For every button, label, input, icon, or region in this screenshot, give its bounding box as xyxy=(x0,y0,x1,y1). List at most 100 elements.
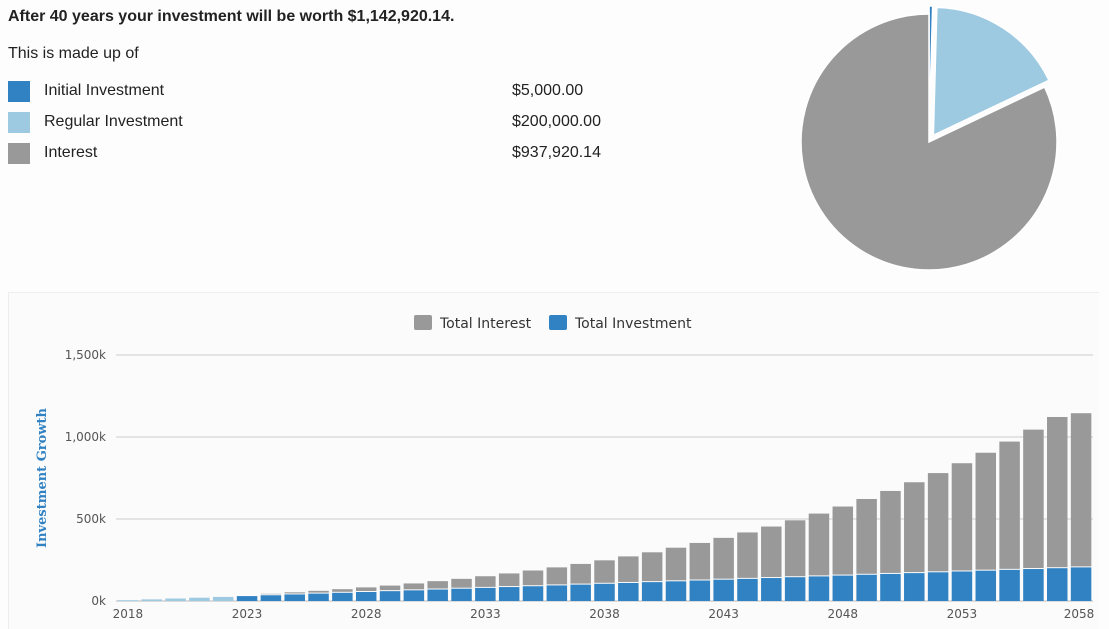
x-tick-label: 2053 xyxy=(947,607,978,621)
bar-total-investment xyxy=(427,590,447,601)
breakdown-row-regular: Regular Investment $200,000.00 xyxy=(8,111,648,134)
bar-total-investment xyxy=(618,583,638,601)
bar-total-investment xyxy=(308,594,328,601)
bar-total-investment xyxy=(737,579,757,601)
bar-total-investment xyxy=(594,584,614,601)
bar-total-investment xyxy=(809,576,829,601)
bar-total-interest xyxy=(570,564,590,584)
bar-total-investment xyxy=(856,575,876,601)
bar-total-investment xyxy=(499,587,519,601)
summary-headline: After 40 years your investment will be w… xyxy=(8,8,454,26)
bar-total-interest xyxy=(999,442,1019,569)
bar-total-interest xyxy=(952,463,972,570)
bar-total-interest xyxy=(666,548,686,581)
bar-total-interest xyxy=(499,573,519,586)
interest-label: Interest xyxy=(44,144,97,162)
bar-total-investment xyxy=(785,577,805,601)
bar-total-interest xyxy=(594,560,614,582)
bar-total-interest xyxy=(880,491,900,573)
bar-total-interest xyxy=(475,576,495,587)
bar-total-investment xyxy=(666,581,686,601)
bar-total-investment xyxy=(928,572,948,601)
legend-swatch xyxy=(549,315,567,330)
bar-total-investment xyxy=(189,598,209,601)
bar-total-interest xyxy=(737,532,757,577)
bar-total-interest xyxy=(1047,417,1067,567)
bar-total-interest xyxy=(785,520,805,576)
bar-total-investment xyxy=(213,597,233,601)
legend-item-total-interest[interactable]: Total Interest xyxy=(414,315,532,332)
initial-investment-swatch xyxy=(8,81,30,102)
bar-total-investment xyxy=(404,590,424,601)
bar-total-interest xyxy=(1071,413,1091,566)
bar-total-interest xyxy=(380,586,400,591)
legend-label: Total Interest xyxy=(439,316,532,332)
bar-total-investment xyxy=(451,589,471,601)
bar-total-investment xyxy=(380,591,400,601)
bar-total-interest xyxy=(761,527,781,577)
bar-total-interest xyxy=(809,514,829,576)
bar-total-investment xyxy=(1047,568,1067,601)
legend-item-total-investment[interactable]: Total Investment xyxy=(549,315,692,332)
x-tick-label: 2058 xyxy=(1064,607,1095,621)
bar-total-interest xyxy=(523,570,543,585)
interest-swatch xyxy=(8,143,30,164)
bar-total-interest xyxy=(284,592,304,593)
regular-investment-value: $200,000.00 xyxy=(512,113,601,131)
bar-total-investment xyxy=(261,595,281,601)
initial-investment-label: Initial Investment xyxy=(44,82,164,100)
bar-total-interest xyxy=(713,538,733,579)
bar-total-interest xyxy=(928,473,948,571)
bar-total-investment xyxy=(141,599,161,601)
bar-total-investment xyxy=(475,588,495,601)
bar-total-interest xyxy=(976,453,996,570)
x-tick-label: 2048 xyxy=(828,607,859,621)
x-tick-label: 2023 xyxy=(232,607,263,621)
legend-label: Total Investment xyxy=(574,316,692,332)
breakdown-row-initial: Initial Investment $5,000.00 xyxy=(8,80,648,103)
bar-total-investment xyxy=(999,570,1019,601)
bar-total-investment xyxy=(570,585,590,601)
bar-total-interest xyxy=(451,579,471,588)
bar-total-investment xyxy=(237,596,257,601)
breakdown-pie-chart xyxy=(790,0,1090,285)
bar-total-interest xyxy=(332,589,352,592)
y-tick-label: 0k xyxy=(91,594,106,608)
summary-subline: This is made up of xyxy=(8,45,139,63)
bar-total-interest xyxy=(690,543,710,580)
regular-investment-label: Regular Investment xyxy=(44,113,183,131)
bar-total-investment xyxy=(1023,569,1043,601)
bar-total-investment xyxy=(952,571,972,601)
initial-investment-value: $5,000.00 xyxy=(512,82,583,100)
bar-total-investment xyxy=(284,594,304,601)
bar-total-investment xyxy=(1071,567,1091,601)
bar-total-interest xyxy=(856,499,876,574)
bar-total-interest xyxy=(1023,430,1043,568)
interest-value: $937,920.14 xyxy=(512,144,601,162)
bar-total-interest xyxy=(308,591,328,593)
x-tick-label: 2018 xyxy=(113,607,144,621)
bar-total-interest xyxy=(904,482,924,572)
x-tick-label: 2028 xyxy=(351,607,382,621)
x-tick-label: 2043 xyxy=(708,607,739,621)
bar-total-investment xyxy=(118,600,138,601)
bar-total-investment xyxy=(547,585,567,601)
bar-total-investment xyxy=(833,576,853,601)
bar-total-interest xyxy=(642,552,662,581)
bar-total-investment xyxy=(523,586,543,601)
bar-total-investment xyxy=(976,571,996,601)
bar-total-investment xyxy=(713,580,733,601)
y-tick-label: 1,500k xyxy=(65,348,106,362)
bar-total-investment xyxy=(165,599,185,601)
bar-total-investment xyxy=(332,593,352,601)
breakdown-list: Initial Investment $5,000.00 Regular Inv… xyxy=(8,80,648,173)
bar-total-interest xyxy=(618,556,638,582)
bar-total-interest xyxy=(356,587,376,591)
bar-total-interest xyxy=(427,581,447,588)
x-tick-label: 2033 xyxy=(470,607,501,621)
bar-total-interest xyxy=(404,583,424,589)
bar-total-investment xyxy=(356,592,376,601)
y-tick-label: 500k xyxy=(76,512,106,526)
